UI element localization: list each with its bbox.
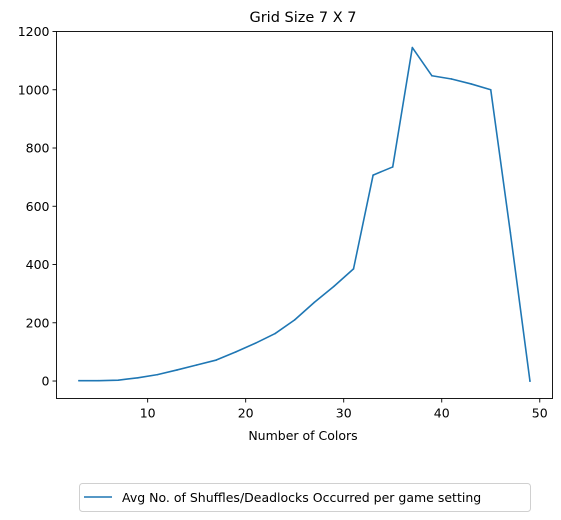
- y-tick-label: 1000: [18, 82, 50, 97]
- data-point: [313, 301, 316, 304]
- x-tick-label: 30: [336, 406, 352, 421]
- data-point: [156, 373, 159, 376]
- series-line: [78, 46, 531, 382]
- data-point: [489, 88, 492, 91]
- x-axis-label: Number of Colors: [248, 428, 357, 443]
- data-point: [293, 319, 296, 321]
- data-point: [176, 369, 178, 371]
- legend-box: [79, 483, 531, 512]
- y-tick-label: 1200: [18, 24, 50, 39]
- data-point: [509, 231, 512, 234]
- data-point: [78, 379, 80, 382]
- chart-title: Grid Size 7 X 7: [249, 10, 356, 26]
- data-point: [411, 46, 414, 49]
- y-tick-label: 400: [26, 257, 50, 272]
- data-point: [450, 78, 453, 80]
- data-point: [97, 379, 100, 382]
- y-tick-label: 600: [26, 199, 50, 214]
- legend: Avg No. of Shuffles/Deadlocks Occurred p…: [79, 483, 531, 512]
- data-point: [215, 359, 218, 361]
- y-axis: 0 200 400 600 800 1000 1200: [18, 24, 57, 389]
- axes-frame: [56, 31, 553, 399]
- y-tick-label: 0: [42, 374, 50, 389]
- y-tick-label: 200: [26, 315, 50, 330]
- data-point: [117, 379, 120, 381]
- data-point: [470, 83, 472, 85]
- data-point: [235, 351, 237, 353]
- x-tick-label: 40: [434, 406, 450, 421]
- x-tick-label: 10: [140, 406, 156, 421]
- plot-area: [78, 46, 531, 382]
- data-point: [254, 342, 257, 344]
- x-tick-label: 20: [238, 406, 254, 421]
- data-point: [352, 268, 355, 270]
- y-tick-label: 800: [26, 141, 50, 156]
- x-axis: 10 20 30 40 50: [140, 398, 548, 421]
- x-tick-label: 50: [532, 406, 548, 421]
- data-point: [431, 74, 433, 77]
- data-point: [529, 380, 531, 382]
- legend-entry-label: Avg No. of Shuffles/Deadlocks Occurred p…: [122, 490, 481, 505]
- data-point: [195, 364, 198, 366]
- data-point: [333, 285, 335, 288]
- data-point: [137, 377, 139, 379]
- data-point: [391, 166, 394, 168]
- data-point: [372, 174, 374, 176]
- data-point: [274, 332, 276, 335]
